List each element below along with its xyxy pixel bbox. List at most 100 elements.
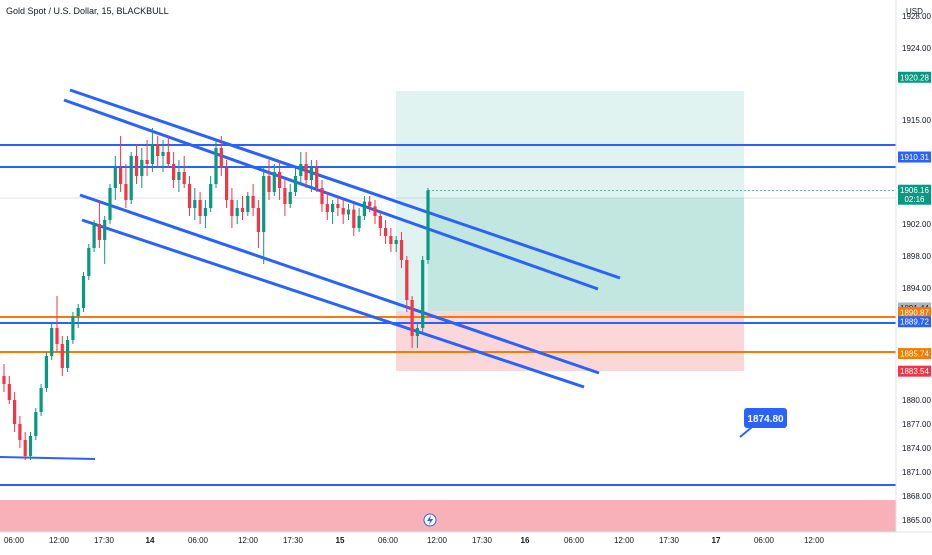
level-line-low[interactable]: [0, 456, 96, 460]
candle-body: [256, 208, 260, 232]
candle-body: [299, 164, 303, 176]
candle-body: [421, 260, 425, 328]
x-tick-label: 06:00: [378, 536, 399, 545]
trendline-2[interactable]: [63, 98, 599, 291]
y-tick-label: 1874.00: [902, 444, 931, 453]
candle-body: [18, 424, 22, 440]
price-tag-bg: [898, 348, 931, 360]
price-tag[interactable]: 1885.74: [898, 348, 931, 360]
candle-body: [341, 208, 345, 215]
x-tick-label: 12:00: [427, 536, 448, 545]
candle-body: [209, 184, 213, 208]
lightning-icon[interactable]: [423, 513, 437, 527]
x-tick-label: 16: [521, 536, 530, 545]
x-tick-label: 17: [712, 536, 721, 545]
candle-body: [240, 208, 245, 212]
candle-body: [108, 188, 112, 220]
candle-body: [230, 200, 234, 216]
price-tag[interactable]: 1889.72: [898, 316, 931, 328]
candle-body: [145, 160, 149, 164]
candle-body: [34, 412, 38, 436]
x-tick-label: 06:00: [188, 536, 209, 545]
candle-body: [331, 204, 335, 212]
candle-body: [203, 208, 207, 216]
x-tick-label: 06:00: [754, 536, 775, 545]
x-tick-label: 15: [336, 536, 345, 545]
candle-body: [193, 200, 197, 208]
x-tick-label: 17:30: [94, 536, 115, 545]
x-tick-label: 17:30: [472, 536, 493, 545]
time-axis[interactable]: 06:00 12:00 17:30 14 06:00 12:00 17:30 15 06:00 1…: [0, 531, 932, 545]
y-tick-label: 1924.00: [902, 44, 931, 53]
y-tick-label: 1902.00: [902, 220, 931, 229]
stop-zone[interactable]: [396, 311, 744, 371]
candle-body: [44, 356, 48, 388]
y-tick-label: 1880.00: [902, 396, 931, 405]
candle-body: [87, 248, 91, 276]
candle-body: [309, 168, 313, 180]
candle-body: [166, 152, 170, 164]
candle-body: [71, 316, 75, 340]
candle-body: [352, 209, 356, 228]
price-tag[interactable]: 1890.87: [898, 307, 931, 319]
price-axis[interactable]: USD 1928.00 1924.00 1915.00 1902.00 1898.00 1…: [895, 0, 932, 550]
candle-body: [288, 192, 292, 204]
price-tag-bg: [898, 307, 931, 319]
candle-body: [28, 436, 33, 456]
trendline-4[interactable]: [81, 218, 585, 389]
candle-body: [225, 168, 229, 200]
price-tag-bg: [898, 71, 931, 83]
candle-body: [161, 152, 165, 156]
y-tick-label: 1898.00: [902, 252, 931, 261]
candle-body: [293, 176, 298, 192]
trendline-3[interactable]: [79, 193, 600, 375]
x-tick-label: 12:00: [614, 536, 635, 545]
x-tick-label: 14: [146, 536, 155, 545]
candle-body: [384, 228, 388, 236]
price-tag-label: 1890.87: [900, 309, 929, 318]
candle-body: [251, 196, 255, 208]
y-tick-label: 1871.00: [902, 468, 931, 477]
candle-body: [272, 172, 276, 192]
candle-body: [320, 188, 324, 204]
candle-body: [415, 328, 419, 336]
candle-body: [378, 216, 382, 228]
candle-body: [315, 168, 319, 188]
price-tag-label: 1920.28: [900, 73, 929, 82]
candle-body: [7, 384, 11, 400]
price-callout-label: 1874.80: [747, 414, 784, 425]
candle-body: [119, 168, 123, 184]
price-tag[interactable]: 1910.31: [898, 151, 931, 163]
price-tag-bg: [898, 365, 931, 377]
candle-body: [368, 201, 372, 207]
y-tick-label: 1877.00: [902, 420, 931, 429]
y-tick-label: 1915.00: [902, 116, 931, 125]
candle-body: [346, 209, 351, 215]
candle-body: [246, 196, 250, 212]
candle-body: [113, 168, 117, 188]
candles: [2, 128, 896, 460]
candle-body: [198, 200, 202, 216]
candle-body: [23, 440, 27, 456]
trendline-1[interactable]: [69, 88, 621, 280]
price-tag-label: 1883.54: [900, 367, 929, 376]
candle-body: [283, 188, 287, 204]
candle-body: [362, 201, 366, 216]
candle-body: [262, 176, 266, 232]
candle-body: [140, 160, 144, 176]
target-zone[interactable]: [396, 91, 744, 311]
x-tick-label: 12:00: [49, 536, 70, 545]
x-tick-label: 06:00: [4, 536, 25, 545]
target-zone-current: [428, 198, 744, 311]
session-band: [0, 500, 896, 532]
candle-body: [304, 164, 308, 180]
candle-body: [267, 176, 271, 192]
price-tag[interactable]: 1920.28: [898, 71, 931, 83]
candle-body: [2, 376, 6, 384]
y-tick-label: 1894.00: [902, 284, 931, 293]
price-tag[interactable]: 1883.54: [898, 365, 931, 377]
price-callout[interactable]: 1874.80: [739, 408, 787, 438]
